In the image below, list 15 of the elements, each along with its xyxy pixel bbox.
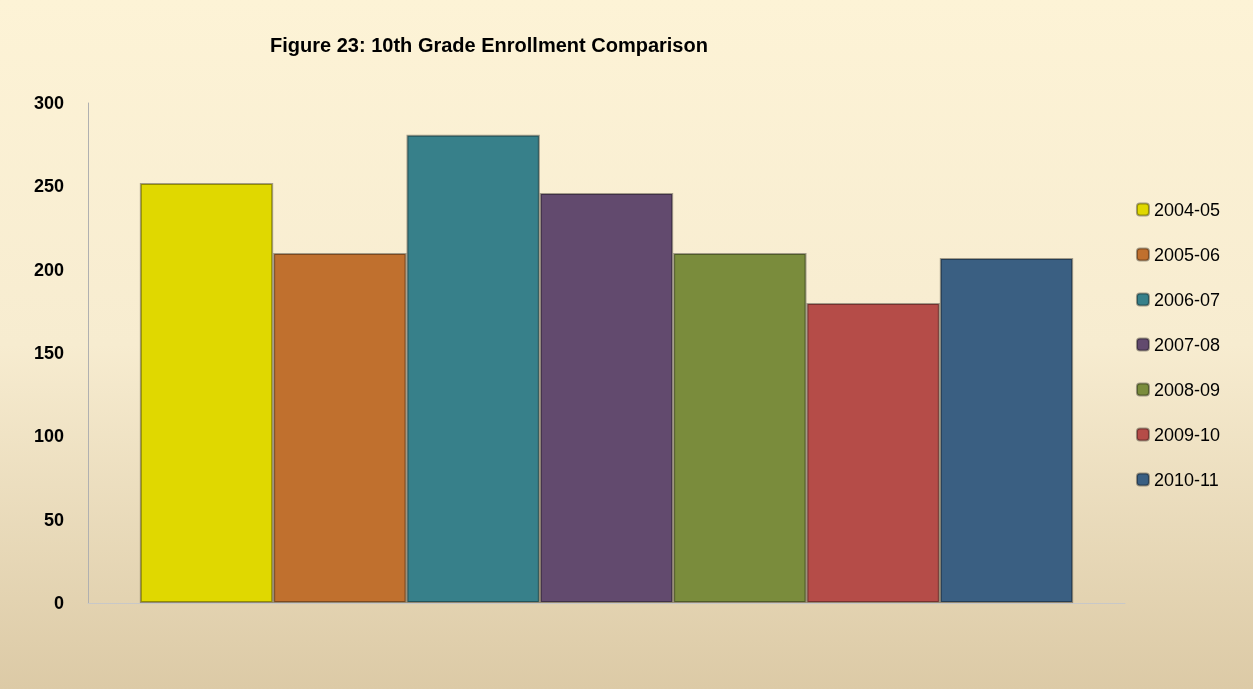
y-tick-label: 250 — [33, 176, 64, 197]
legend-label: 2010-11 — [1153, 469, 1219, 490]
y-tick-label: 0 — [53, 593, 64, 613]
y-tick-label: 300 — [33, 93, 64, 113]
legend-label: 2008-09 — [1153, 379, 1220, 400]
legend-label: 2005-06 — [1153, 244, 1220, 265]
y-tick-label: 200 — [33, 259, 64, 280]
legend-label: 2004-05 — [1153, 199, 1220, 220]
y-tick-label: 100 — [33, 426, 64, 447]
chart-title: Figure 23: 10th Grade Enrollment Comparison — [270, 34, 708, 56]
legend-label: 2006-07 — [1153, 289, 1220, 310]
y-tick-label: 150 — [33, 343, 64, 363]
y-tick-label: 50 — [43, 509, 64, 530]
legend-label: 2007-08 — [1153, 334, 1220, 355]
legend-label: 2009-10 — [1153, 424, 1220, 445]
